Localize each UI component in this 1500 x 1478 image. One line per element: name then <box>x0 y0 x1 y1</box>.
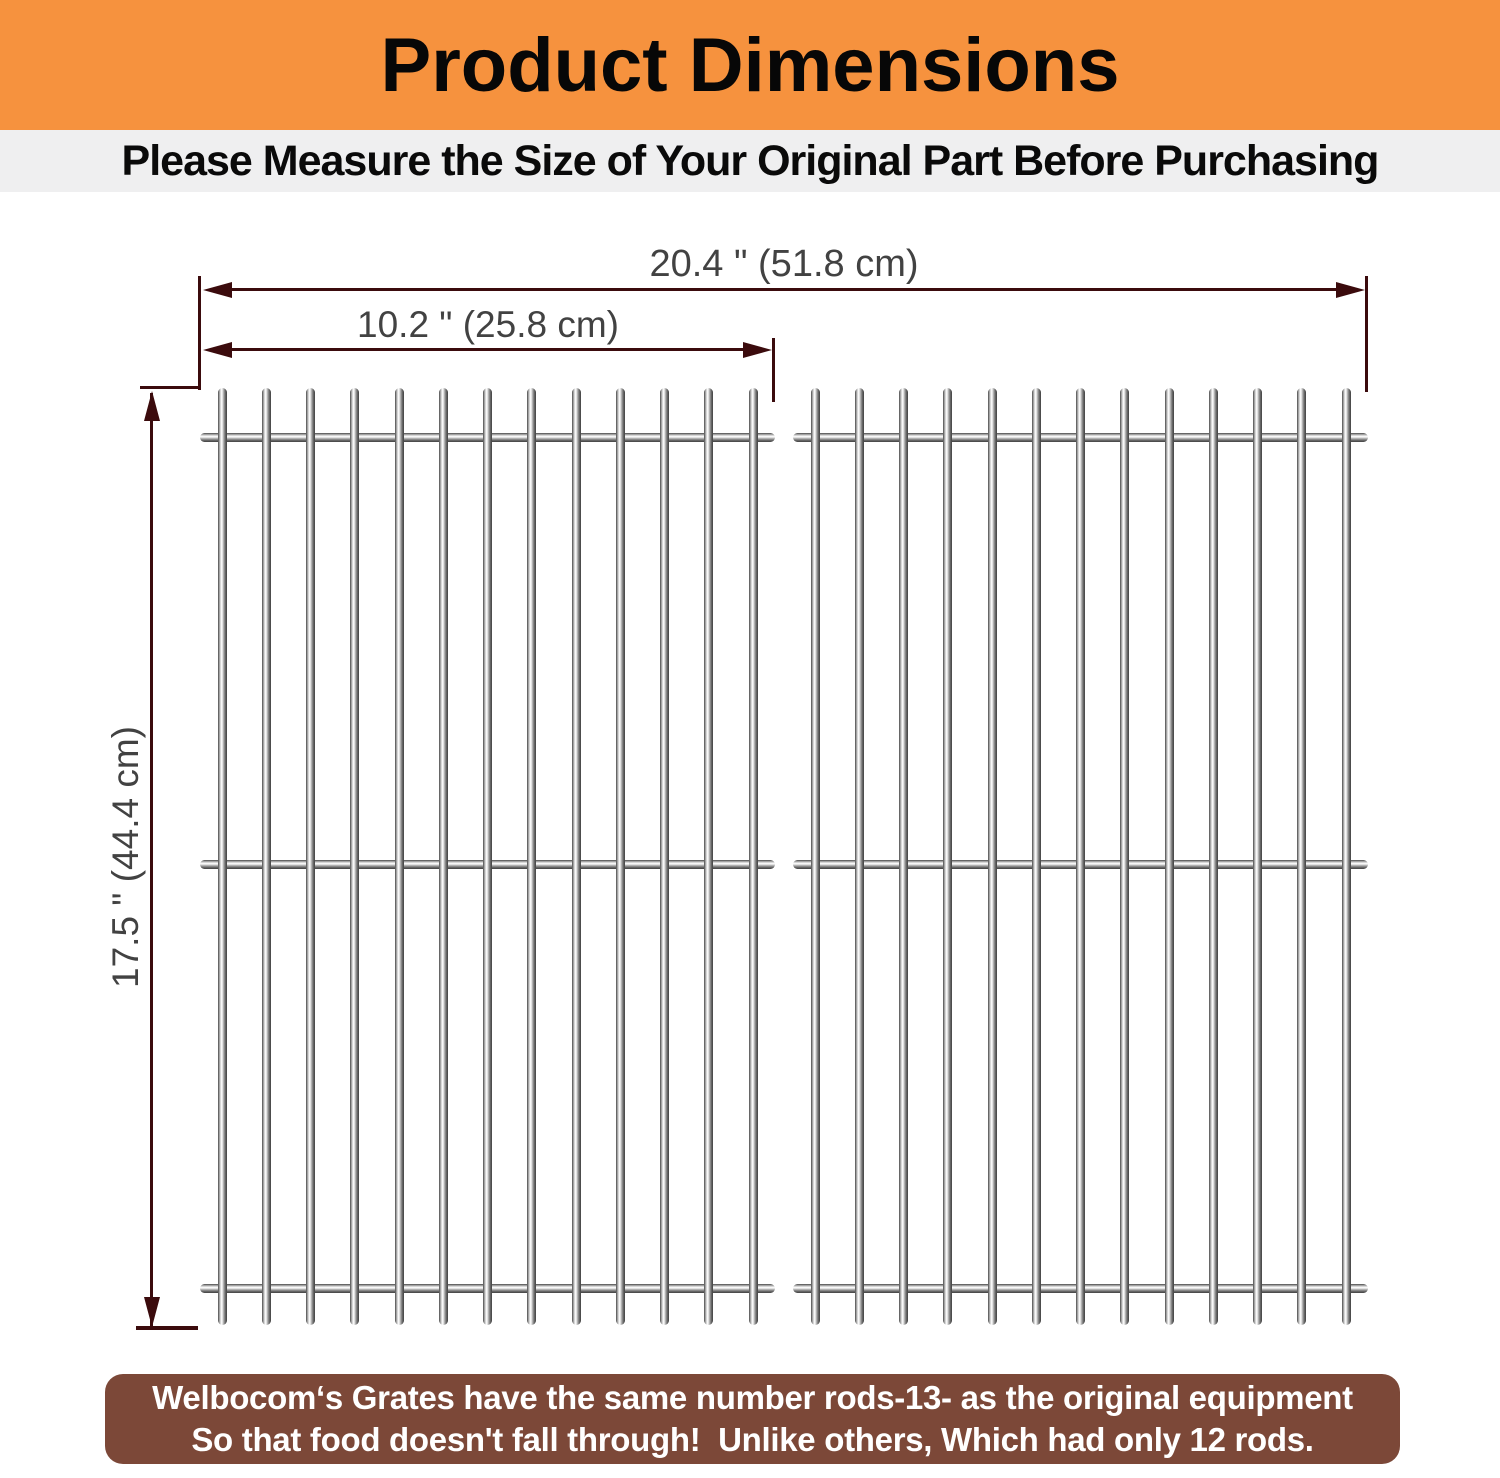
grill-grate-right <box>793 388 1368 1325</box>
subtitle-strip: Please Measure the Size of Your Original… <box>0 130 1500 192</box>
grate-rod <box>306 388 315 1325</box>
grate-rod <box>704 388 714 1325</box>
footer-note: Welbocom‘s Grates have the same number r… <box>105 1374 1400 1464</box>
footer-line1: Welbocom‘s Grates have the same number r… <box>152 1379 1353 1416</box>
arrowhead-up-icon <box>144 391 160 421</box>
grate-rod <box>527 388 537 1325</box>
arrowhead-left-icon <box>203 342 232 358</box>
dimension-diagram: 20.4 " (51.8 cm) 10.2 " (25.8 cm) 17.5 "… <box>105 243 1368 1330</box>
total-width-label: 20.4 " (51.8 cm) <box>649 243 919 285</box>
grate-rod <box>899 388 908 1325</box>
grate-rod <box>1253 388 1262 1325</box>
total-width-dimension-line <box>210 288 1358 291</box>
grate-rod <box>1208 388 1218 1325</box>
half-width-dimension-line <box>210 348 745 351</box>
extension-line-top <box>140 386 201 389</box>
arrowhead-down-icon <box>144 1297 160 1327</box>
extension-line-bottom <box>136 1326 198 1330</box>
grate-rod <box>987 388 997 1325</box>
grate-rod <box>1120 388 1130 1325</box>
grate-rod <box>615 388 625 1325</box>
arrowhead-right-icon <box>743 342 772 358</box>
grate-rod <box>1076 388 1085 1325</box>
grate-rod <box>810 388 820 1325</box>
header-banner: Product Dimensions <box>0 0 1500 130</box>
extension-line-right <box>1365 276 1368 392</box>
grate-rod <box>350 388 360 1325</box>
arrowhead-left-icon <box>203 282 232 298</box>
grate-rod <box>394 388 404 1325</box>
extension-line-left <box>198 276 201 390</box>
grate-rod <box>854 388 864 1325</box>
grate-rod <box>660 388 669 1325</box>
extension-line-middle <box>772 338 775 402</box>
grate-rod <box>261 388 271 1325</box>
height-dimension-line <box>150 393 153 1327</box>
grate-rod <box>1031 388 1041 1325</box>
grate-rod <box>1341 388 1351 1325</box>
grate-rod <box>571 388 581 1325</box>
page-title: Product Dimensions <box>380 22 1120 108</box>
grate-rod <box>217 388 227 1325</box>
grate-rod <box>748 388 758 1325</box>
arrowhead-right-icon <box>1336 282 1365 298</box>
grill-grate-left <box>200 388 775 1325</box>
grate-rod <box>943 388 953 1325</box>
grate-rod <box>1297 388 1307 1325</box>
subtitle-text: Please Measure the Size of Your Original… <box>121 136 1380 185</box>
grate-rod <box>483 388 492 1325</box>
height-label: 17.5 " (44.4 cm) <box>105 726 146 988</box>
footer-line2: So that food doesn't fall through! Unlik… <box>191 1421 1314 1458</box>
grate-rod <box>438 388 448 1325</box>
half-width-label: 10.2 " (25.8 cm) <box>357 304 619 345</box>
grate-rod <box>1164 388 1174 1325</box>
